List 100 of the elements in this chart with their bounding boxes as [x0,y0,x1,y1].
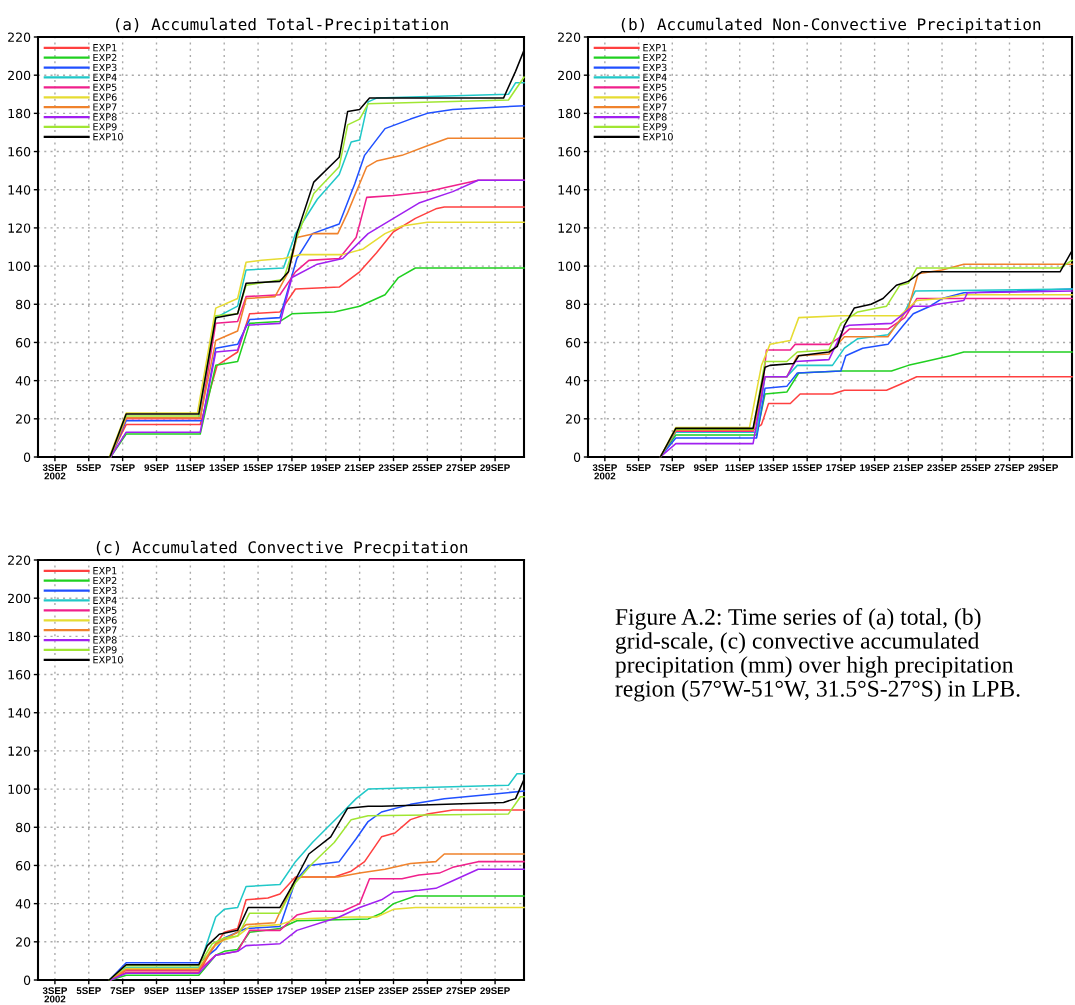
y-tick-label: 220 [558,32,581,42]
x-tick-label: 3SEP 2002 [592,464,617,480]
y-tick-label: 0 [23,975,31,985]
legend-label: EXP8 [643,113,667,121]
x-tick-label: 27SEP [446,987,477,995]
x-tick-label: 23SEP [378,987,409,995]
y-tick-label: 200 [8,593,31,604]
y-tick-label: 20 [566,414,581,424]
legend-label: EXP2 [93,576,117,585]
x-tick-label: 9SEP [144,464,169,472]
legend-label: EXP1 [93,44,117,52]
y-tick-label: 20 [16,414,31,424]
legend-label: EXP1 [643,44,667,52]
x-tick-label: 27SEP [446,464,477,472]
x-tick-label: 7SEP [660,464,685,472]
y-tick-label: 140 [8,708,31,718]
x-tick-label: 19SEP [311,464,341,472]
legend-label: EXP8 [93,636,117,644]
y-tick-label: 60 [566,337,581,348]
x-tick-label: 15SEP [792,464,822,472]
x-tick-label: 29SEP [1028,464,1058,472]
x-tick-label: 23SEP [927,464,957,472]
x-tick-label: 15SEP [243,464,273,472]
y-tick-label: 0 [573,452,581,462]
legend-label: EXP1 [93,567,117,575]
y-tick-label: 40 [15,899,31,909]
y-tick-label: 100 [8,784,31,795]
legend-label: EXP2 [93,53,117,62]
x-tick-label: 17SEP [277,464,307,472]
y-tick-label: 120 [558,223,581,233]
x-tick-label: 15SEP [243,987,273,995]
legend-label: EXP3 [93,586,117,595]
y-tick-label: 80 [16,299,31,310]
legend-label: EXP4 [643,73,667,81]
x-tick-label: 27SEP [994,464,1025,472]
legend-label: EXP4 [93,596,117,604]
legend-label: EXP10 [93,133,123,141]
x-tick-label: 9SEP [693,464,719,472]
x-tick-label: 23SEP [378,464,409,472]
legend-label: EXP5 [93,83,117,91]
x-tick-label: 25SEP [412,464,443,472]
y-tick-label: 60 [16,337,31,348]
y-tick-label: 220 [8,555,31,565]
legend-label: EXP10 [643,133,673,141]
legend-label: EXP9 [93,123,117,131]
y-tick-label: 200 [8,70,31,81]
y-tick-label: 160 [8,147,31,157]
legend-label: EXP7 [93,103,117,111]
x-tick-label: 5SEP [76,464,101,472]
y-tick-label: 40 [565,376,581,386]
y-tick-label: 40 [15,376,31,386]
legend-label: EXP9 [643,123,667,131]
y-tick-label: 140 [8,185,31,195]
legend-label: EXP10 [93,656,123,664]
legend-label: EXP2 [643,53,667,62]
x-tick-label: 13SEP [209,987,240,995]
x-tick-label: 11SEP [176,464,205,472]
x-tick-label: 11SEP [176,987,205,995]
y-tick-label: 60 [16,860,31,871]
legend-label: EXP7 [93,626,117,634]
y-tick-label: 80 [16,822,31,833]
x-tick-label: 21SEP [344,464,375,472]
legend-label: EXP4 [93,73,117,81]
x-tick-label: 3SEP 2002 [42,464,68,480]
y-tick-label: 120 [8,746,31,756]
x-tick-label: 25SEP [960,464,991,472]
y-tick-label: 180 [8,108,31,119]
x-tick-label: 7SEP [110,987,135,995]
x-tick-label: 21SEP [893,464,924,472]
legend-label: EXP6 [93,93,117,101]
x-tick-label: 19SEP [860,464,890,472]
y-tick-label: 120 [8,223,31,233]
y-tick-label: 160 [8,670,31,680]
legend-label: EXP3 [643,63,667,72]
x-tick-label: 17SEP [826,464,856,472]
x-tick-label: 29SEP [480,987,510,995]
y-tick-label: 180 [8,631,31,642]
x-tick-label: 7SEP [110,464,135,472]
chart-title: (a) Accumulated Total-Precipitation [116,17,448,34]
x-tick-label: 11SEP [725,464,755,472]
y-tick-label: 80 [566,299,581,310]
x-tick-label: 9SEP [144,987,169,995]
y-tick-label: 200 [558,70,581,81]
y-tick-label: 160 [558,147,581,157]
y-tick-label: 100 [558,261,581,272]
legend-label: EXP8 [93,113,117,121]
y-tick-label: 220 [8,32,31,42]
y-tick-label: 140 [558,185,581,195]
x-tick-label: 13SEP [758,464,789,472]
x-tick-label: 19SEP [311,987,341,995]
legend-label: EXP3 [93,63,117,72]
legend-label: EXP9 [93,646,117,654]
y-tick-label: 0 [23,452,31,462]
chart-title: (c) Accumulated Convective Precpitation [96,540,468,557]
text: Figure A.2: Time series of (a) total, (b) grid-scale, (c) convective accumulated precipitation (mm) over high precipitation region (57°W-51°W, 31.5°S-27°S) in LPB. [615,608,1020,702]
x-tick-label: 5SEP [76,987,101,995]
x-tick-label: 29SEP [480,464,510,472]
legend-label: EXP5 [93,606,117,614]
x-tick-label: 25SEP [412,987,443,995]
line-series [109,267,525,458]
